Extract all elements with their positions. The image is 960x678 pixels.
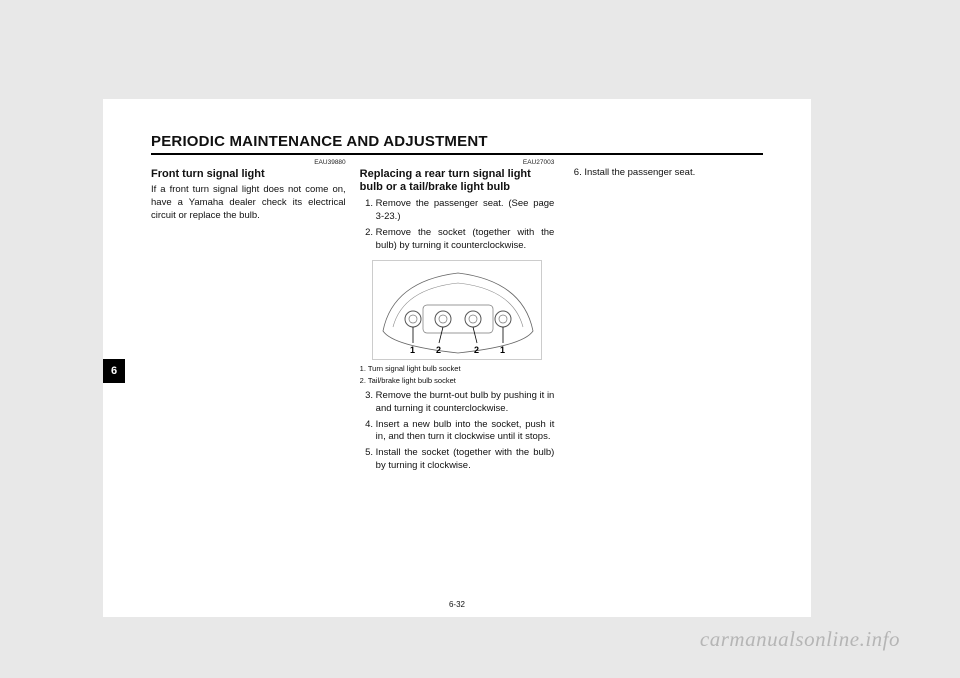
figure-caption-2: 2. Tail/brake light bulb socket — [360, 376, 555, 386]
section-title: Front turn signal light — [151, 168, 346, 181]
step-item: Insert a new bulb into the socket, push … — [376, 419, 555, 445]
page-title: PERIODIC MAINTENANCE AND ADJUSTMENT — [151, 133, 488, 150]
figure-label-2: 2 — [436, 345, 441, 355]
figure-caption-1: 1. Turn signal light bulb socket — [360, 364, 555, 374]
section-code: EAU27003 — [360, 159, 555, 168]
column-1: EAU39880 Front turn signal light If a fr… — [151, 159, 346, 587]
figure-label-1: 1 — [500, 345, 505, 355]
steps-list-c: Install the passenger seat. — [568, 167, 763, 180]
step-item: Remove the burnt-out bulb by pushing it … — [376, 390, 555, 416]
section-code: EAU39880 — [151, 159, 346, 168]
steps-list-b: Remove the burnt-out bulb by pushing it … — [360, 390, 555, 473]
step-item: Remove the socket (together with the bul… — [376, 227, 555, 253]
section-title: Replacing a rear turn signal light bulb … — [360, 168, 555, 194]
content-columns: EAU39880 Front turn signal light If a fr… — [151, 159, 763, 587]
steps-list-a: Remove the passenger seat. (See page 3-2… — [360, 198, 555, 252]
figure-label-2: 2 — [474, 345, 479, 355]
step-item: Install the passenger seat. — [584, 167, 763, 180]
figure-label-1: 1 — [410, 345, 415, 355]
section-body: If a front turn signal light does not co… — [151, 184, 346, 222]
manual-page: PERIODIC MAINTENANCE AND ADJUSTMENT 6 EA… — [103, 99, 811, 617]
column-3: Install the passenger seat. — [568, 159, 763, 587]
page-number: 6-32 — [103, 600, 811, 609]
step-item: Remove the passenger seat. (See page 3-2… — [376, 198, 555, 224]
page-header: PERIODIC MAINTENANCE AND ADJUSTMENT — [151, 133, 763, 155]
watermark: carmanualsonline.info — [700, 627, 900, 652]
bulb-socket-figure: 1 2 2 1 — [372, 260, 542, 360]
chapter-tab: 6 — [103, 359, 125, 383]
step-item: Install the socket (together with the bu… — [376, 447, 555, 473]
column-2: EAU27003 Replacing a rear turn signal li… — [360, 159, 555, 587]
